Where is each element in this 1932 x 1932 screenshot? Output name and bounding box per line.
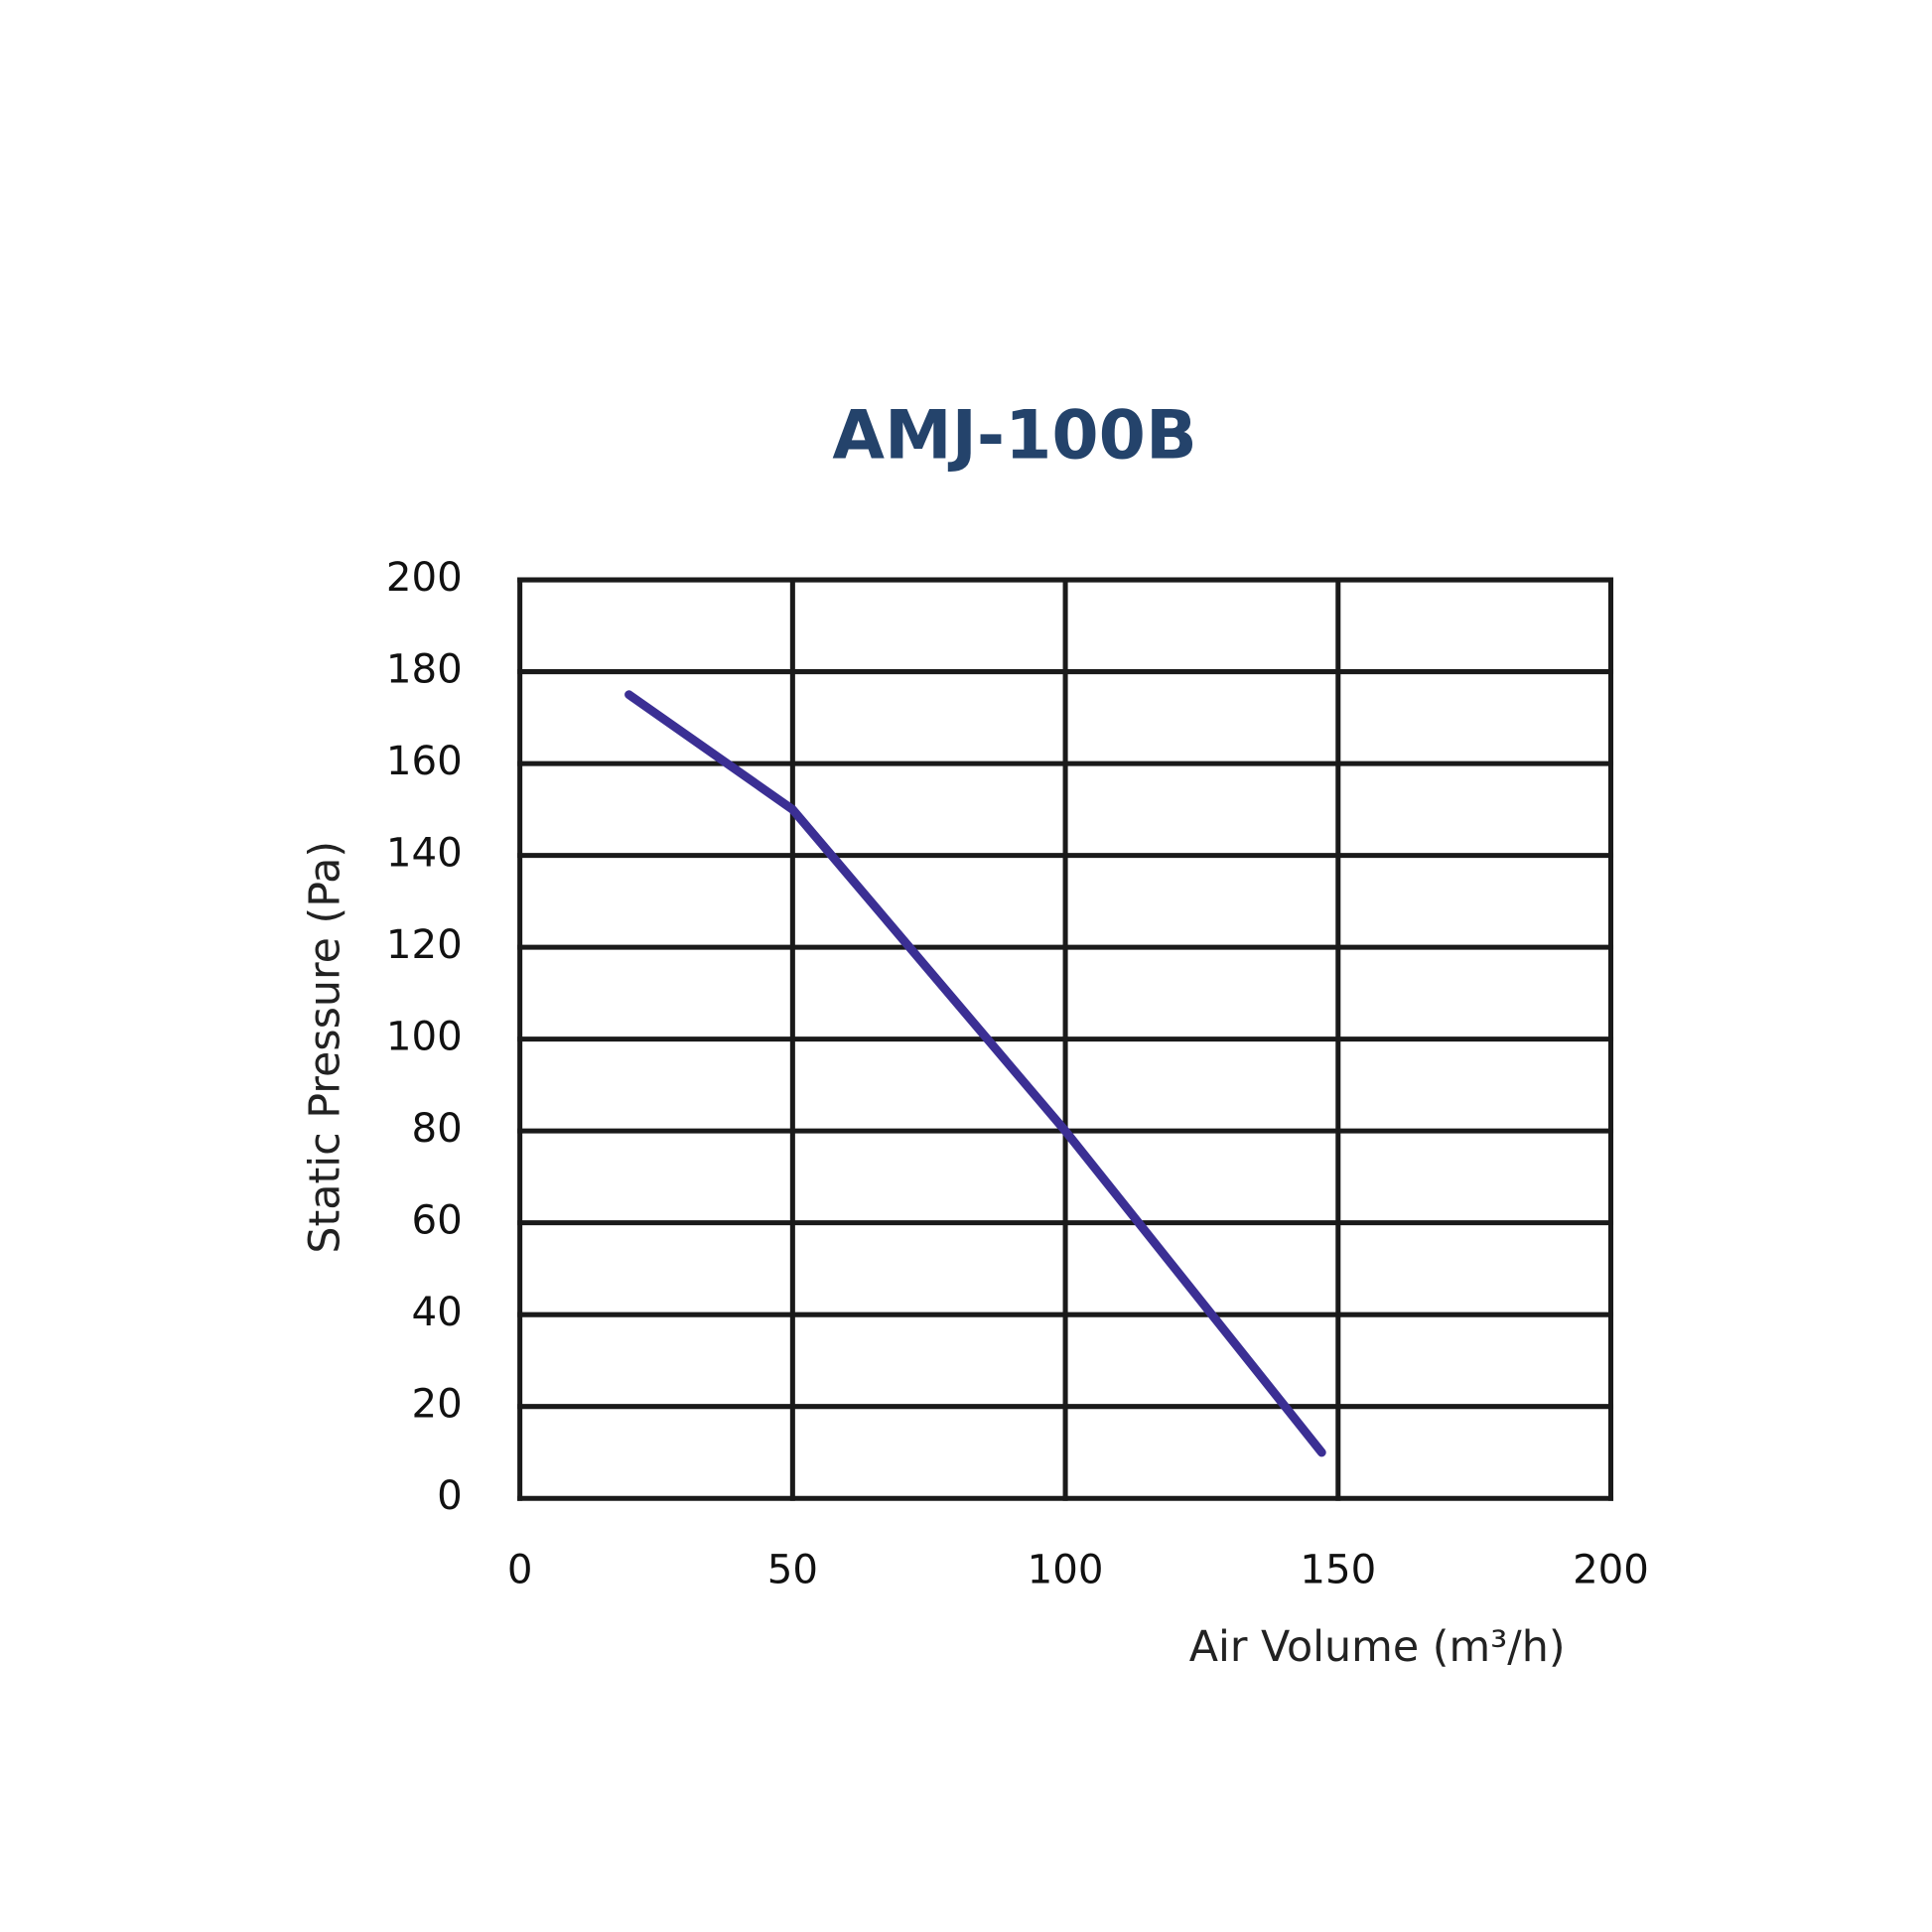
y-tick-label: 200 bbox=[386, 555, 463, 601]
y-tick-label: 0 bbox=[437, 1473, 463, 1519]
x-tick-label: 150 bbox=[1300, 1547, 1376, 1592]
y-tick-label: 160 bbox=[386, 739, 463, 784]
y-tick-label: 140 bbox=[386, 831, 463, 877]
x-tick-label: 100 bbox=[1028, 1547, 1104, 1592]
y-tick-label: 60 bbox=[411, 1198, 462, 1244]
x-tick-label: 50 bbox=[767, 1547, 818, 1592]
chart-title: AMJ-100B bbox=[832, 397, 1196, 476]
y-tick-label: 40 bbox=[411, 1290, 462, 1335]
y-tick-label: 20 bbox=[411, 1382, 462, 1428]
x-axis-label: Air Volume (m³/h) bbox=[1189, 1622, 1566, 1672]
y-tick-label: 120 bbox=[386, 922, 463, 968]
y-tick-label: 180 bbox=[386, 647, 463, 693]
x-tick-label: 200 bbox=[1573, 1547, 1649, 1592]
y-tick-label: 100 bbox=[386, 1015, 463, 1060]
data-line bbox=[624, 690, 1326, 1457]
y-axis-label: Static Pressure (Pa) bbox=[300, 841, 349, 1254]
x-tick-label: 0 bbox=[507, 1547, 533, 1592]
y-tick-label: 80 bbox=[411, 1106, 462, 1152]
